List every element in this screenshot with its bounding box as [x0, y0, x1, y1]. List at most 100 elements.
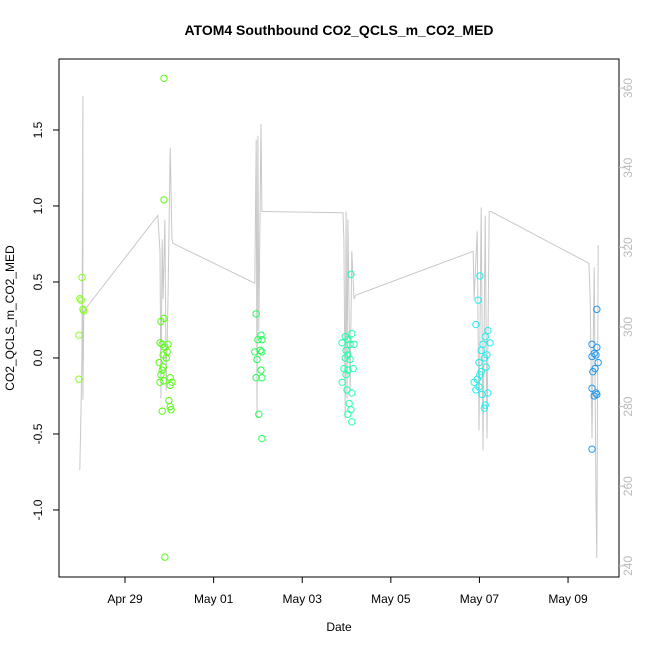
data-point [476, 370, 484, 379]
data-point [75, 375, 83, 383]
data-point [477, 346, 485, 355]
data-point [346, 340, 354, 348]
x-tick-label: May 09 [548, 592, 588, 606]
data-point [258, 336, 266, 344]
data-point [75, 331, 83, 339]
data-point [160, 314, 168, 323]
data-point [79, 305, 87, 314]
data-point [344, 336, 352, 344]
x-axis-label: Date [326, 620, 352, 634]
data-point [588, 352, 596, 361]
x-tick-label: Apr 29 [107, 592, 143, 606]
data-point [344, 366, 352, 374]
data-point [593, 390, 601, 399]
data-line [79, 95, 599, 558]
data-point [160, 74, 168, 83]
data-point [476, 272, 484, 280]
y-axis-label: CO2_QCLS_m_CO2_MED [3, 245, 17, 391]
data-point [160, 196, 168, 204]
data-point [588, 445, 596, 453]
data-point [161, 553, 169, 561]
data-point [348, 418, 356, 426]
data-point [593, 305, 601, 314]
data-point [486, 339, 494, 347]
data-point [258, 434, 266, 443]
y-tick-label: -0.5 [31, 423, 45, 444]
data-point [164, 340, 172, 348]
data-point [258, 348, 266, 356]
data-point [338, 378, 346, 386]
data-point [472, 386, 480, 394]
y-tick-label: 1.5 [31, 121, 45, 138]
data-point [156, 339, 164, 347]
y-tick-label: 0.0 [31, 349, 45, 366]
data-point [338, 339, 346, 347]
y2-tick-label: 360 [621, 78, 635, 98]
data-point [592, 351, 600, 359]
data-point [76, 294, 84, 303]
data-point [256, 346, 264, 355]
data-point [470, 378, 478, 386]
data-point [484, 389, 492, 397]
y-tick-label: 1.0 [31, 197, 45, 214]
y2-tick-label: 280 [621, 396, 635, 416]
data-point [78, 273, 86, 282]
chart-title: ATOM4 Southbound CO2_QCLS_m_CO2_MED [184, 22, 493, 38]
data-point [481, 401, 489, 409]
data-point [159, 363, 167, 371]
data-point [252, 374, 260, 382]
data-point [157, 370, 165, 379]
data-point [350, 340, 358, 348]
data-point [253, 355, 261, 364]
data-point [593, 343, 601, 352]
data-point [589, 367, 597, 376]
data-point [166, 374, 174, 382]
x-tick-label: May 03 [283, 592, 323, 606]
y2-tick-label: 340 [621, 157, 635, 177]
y2-tick-label: 300 [621, 317, 635, 337]
data-point [254, 336, 262, 344]
data-point [475, 358, 483, 367]
plot-frame [58, 58, 620, 578]
data-point [160, 377, 168, 385]
y-tick-label: 0.5 [31, 273, 45, 290]
data-point [472, 320, 480, 329]
data-point [162, 354, 170, 362]
data-point [155, 358, 163, 367]
data-point [341, 354, 349, 362]
data-point [80, 307, 88, 315]
y2-tick-label: 240 [621, 556, 635, 576]
data-point [255, 410, 263, 418]
data-point [344, 410, 352, 418]
data-point [482, 363, 490, 371]
data-point [251, 348, 259, 356]
data-point [474, 296, 482, 304]
data-point [158, 366, 166, 374]
data-point [348, 329, 356, 338]
data-point [481, 332, 489, 341]
data-point [166, 381, 174, 390]
data-point [258, 374, 266, 382]
data-point [158, 407, 166, 415]
data-point [77, 296, 85, 304]
data-point [166, 402, 174, 411]
data-point [348, 389, 356, 397]
x-tick-label: May 05 [371, 592, 411, 606]
data-point [349, 364, 357, 373]
x-tick-label: May 07 [460, 592, 500, 606]
data-point [588, 384, 596, 393]
data-point [347, 270, 355, 279]
data-point [167, 405, 175, 414]
data-point [480, 354, 489, 362]
data-point [480, 404, 489, 412]
x-tick-label: May 01 [194, 592, 234, 606]
y2-tick-label: 320 [621, 237, 635, 257]
data-point [346, 355, 354, 364]
y-tick-label: -1.0 [31, 499, 45, 520]
data-point [257, 366, 265, 374]
data-point [342, 346, 350, 355]
data-point [252, 310, 260, 318]
data-point [484, 326, 492, 335]
